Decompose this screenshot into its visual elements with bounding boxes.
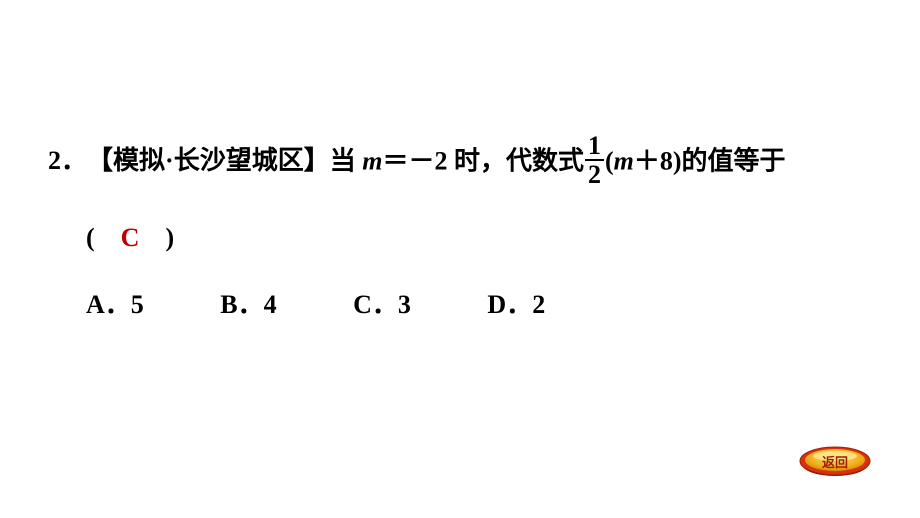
question-line-1: 2．【模拟·长沙望城区】当 m＝－2 时，代数式12(m＋8)的值等于 (48, 132, 888, 189)
tag-text: 模拟·长沙望城区 (113, 146, 304, 175)
fraction-numerator: 1 (585, 132, 604, 161)
option-b-label: B． (220, 290, 263, 319)
option-d: D．2 (487, 284, 545, 321)
option-d-value: 2 (532, 290, 545, 319)
option-d-label: D． (487, 290, 532, 319)
question-tag: 【模拟·长沙望城区】 (87, 137, 330, 185)
question-number: 2． (48, 137, 87, 185)
option-b-value: 4 (264, 290, 277, 319)
return-button-icon (798, 444, 872, 478)
paren-open-answer: ( (86, 223, 121, 252)
question-block: 2．【模拟·长沙望城区】当 m＝－2 时，代数式12(m＋8)的值等于 ( C … (48, 132, 888, 321)
var-m-1: m (362, 146, 382, 175)
var-m-2: m (614, 146, 634, 175)
stem-pre: 当 (330, 146, 363, 175)
option-c-value: 3 (398, 290, 411, 319)
correct-answer: C (121, 223, 140, 252)
option-a: A．5 (86, 284, 144, 321)
fraction-half: 12 (585, 132, 604, 189)
option-a-label: A． (86, 290, 131, 319)
options-row: A．5 B．4 C．3 D．2 (48, 284, 888, 321)
option-c: C．3 (353, 284, 411, 321)
page: 2．【模拟·长沙望城区】当 m＝－2 时，代数式12(m＋8)的值等于 ( C … (0, 0, 920, 518)
answer-line: ( C ) (48, 217, 888, 254)
option-c-label: C． (353, 290, 398, 319)
stem-post: ＋8)的值等于 (634, 146, 786, 175)
option-a-value: 5 (131, 290, 144, 319)
fraction-denominator: 2 (585, 161, 604, 188)
paren-close-answer: ) (139, 223, 174, 252)
tag-open: 【 (87, 146, 113, 175)
paren-open: ( (605, 146, 614, 175)
option-b: B．4 (220, 284, 276, 321)
tag-close: 】 (304, 146, 330, 175)
stem-eq: ＝－2 时，代数式 (382, 146, 584, 175)
return-button[interactable]: 返回 (798, 444, 872, 478)
